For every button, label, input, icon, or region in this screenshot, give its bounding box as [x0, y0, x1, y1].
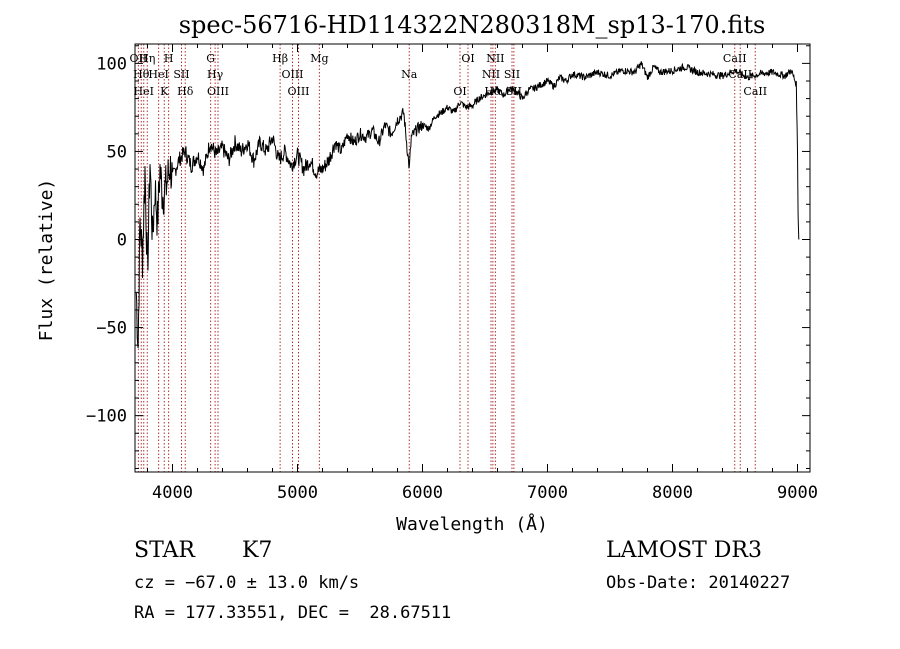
x-tick-label: 5000 [277, 483, 318, 503]
line-marker-label: CaII [723, 52, 747, 65]
line-marker-label: Hδ [177, 85, 194, 98]
line-marker-label: OIII [287, 85, 309, 98]
line-marker-label: OIII [207, 85, 229, 98]
x-tick-label: 4000 [152, 483, 193, 503]
line-marker-label: Hθ [133, 68, 150, 81]
y-tick-label: −50 [96, 319, 127, 339]
line-marker-label: NII [482, 68, 500, 81]
line-marker-label: HeI [134, 85, 154, 98]
line-marker-label: OII [130, 52, 148, 65]
line-marker-label: CaII [743, 85, 767, 98]
spectral-line-markers [137, 44, 756, 472]
line-marker-label: NII [486, 52, 504, 65]
line-marker-label: K [160, 85, 169, 98]
class-label: STAR [134, 538, 195, 563]
spectral-line-labels: OIIHθHeIHηHeIKHSIIHδGHγOIIIHβOIIIOIIIMgN… [130, 52, 768, 98]
x-axis: 4000 5000 6000 7000 8000 9000 [147, 44, 818, 503]
y-tick-label: −100 [86, 407, 127, 427]
x-tick-label: 7000 [527, 483, 568, 503]
y-tick-label: 50 [107, 142, 127, 162]
line-marker-label: Hβ [272, 52, 288, 65]
redshift-readout: cz = −67.0 ± 13.0 km/s [134, 573, 360, 593]
y-tick-label: 0 [117, 231, 127, 251]
y-axis: −100 −50 0 50 100 [86, 45, 810, 469]
obs-date: Obs-Date: 20140227 [606, 573, 791, 593]
line-marker-label: SII [504, 68, 520, 81]
x-tick-label: 8000 [652, 483, 693, 503]
y-tick-label: 100 [96, 54, 127, 74]
line-marker-label: G [206, 52, 215, 65]
line-marker-label: Hγ [207, 68, 224, 81]
x-axis-label: Wavelength (Å) [396, 513, 548, 535]
survey-label: LAMOST DR3 [606, 538, 762, 563]
line-marker-label: Na [401, 68, 418, 81]
line-marker-label: H [164, 52, 174, 65]
line-marker-label: OI [453, 85, 466, 98]
coordinates-readout: RA = 177.33551, DEC = 28.67511 [134, 603, 452, 623]
plot-frame [134, 43, 811, 473]
line-marker-label: Mg [310, 52, 328, 65]
y-axis-label: Flux (relative) [36, 179, 57, 342]
line-marker-label: HeI [148, 68, 168, 81]
line-marker-label: OIII [281, 68, 303, 81]
line-marker-label: SII [173, 68, 189, 81]
line-marker-label: Hη [139, 52, 155, 65]
line-marker-label: OI [461, 52, 474, 65]
subclass-label: K7 [242, 538, 273, 563]
chart-title: spec-56716-HD114322N280318M_sp13-170.fit… [179, 11, 766, 39]
spectrum-line [135, 61, 800, 349]
x-tick-label: 6000 [402, 483, 443, 503]
x-tick-label: 9000 [777, 483, 818, 503]
